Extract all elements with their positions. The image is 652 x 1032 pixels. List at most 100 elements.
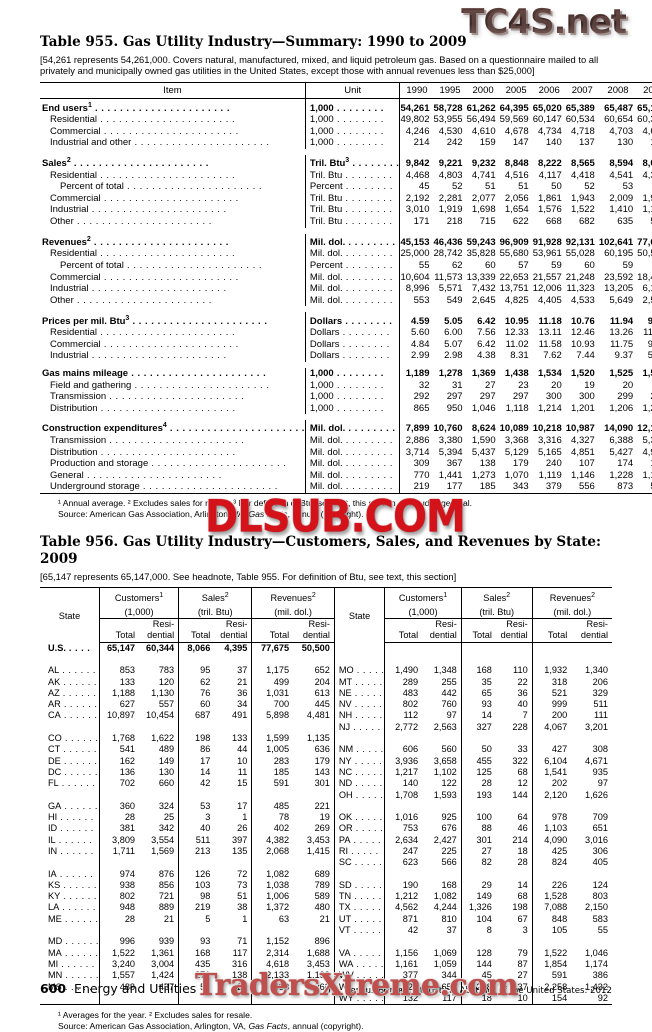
row-value: 1,919: [438, 204, 463, 216]
row-value: [571, 869, 612, 880]
row-value: 6,171: [642, 283, 652, 295]
row-value: 59: [622, 260, 634, 271]
table-row: SC . . . . . 623 566 82 28 824 405: [40, 857, 612, 869]
row-value: 8,848: [504, 158, 529, 170]
row-value: 1,326: [460, 902, 496, 914]
row-value: 2.99: [399, 350, 434, 362]
row-value: 7.62: [543, 350, 562, 362]
row-state-label: PA . . . . .: [333, 834, 385, 846]
row-value: 4.59: [399, 312, 434, 328]
row-state-label: [40, 857, 99, 868]
row-value: 62: [178, 676, 215, 688]
row-value: 427: [531, 744, 572, 756]
sub-head-total-c-left: Total: [98, 618, 140, 643]
row-value: 200: [531, 710, 572, 722]
row-value: 591: [251, 778, 294, 790]
row-value: 190: [384, 879, 423, 892]
table-956-footnote-line: ¹ Averages for the year. ² Excludes sale…: [58, 1009, 253, 1020]
row-state-label: IL . . . . . .: [48, 834, 93, 845]
row-unit-label: Percent . . . . . . . .: [304, 181, 400, 193]
row-value: [531, 936, 572, 948]
row-value: 168: [460, 665, 496, 677]
row-value: 76: [178, 687, 215, 700]
row-value: 55,680: [499, 248, 529, 260]
row-value: 60,344: [146, 642, 175, 653]
row-value: 37: [237, 665, 248, 676]
row-value: [384, 733, 423, 745]
row-value: 4,618: [251, 958, 294, 971]
row-unit-label: 1,000 . . . . . . . .: [304, 379, 400, 392]
row-value: 8,050: [642, 158, 652, 170]
row-value: 3,004: [151, 958, 175, 969]
grp-head-sales-left: Sales2: [178, 587, 252, 605]
row-value: [139, 925, 179, 936]
row-value: 8,565: [571, 158, 595, 170]
row-value: 1,593: [433, 789, 457, 800]
row-value: 4,825: [504, 294, 529, 306]
row-value: 541: [98, 744, 140, 756]
row-value: [214, 925, 251, 936]
row-value: 1,526: [642, 367, 652, 379]
table-row: Commercial . . . . . . . . . . . . . . .…: [40, 271, 652, 284]
row-state-label: ME . . . . . .: [48, 913, 99, 924]
row-value: 3,658: [433, 755, 457, 766]
row-value: 442: [441, 687, 457, 698]
row-value: 342: [158, 823, 175, 834]
row-value: 87: [517, 958, 528, 969]
row-value: 10.95: [504, 315, 529, 327]
row-value: 53: [622, 181, 634, 193]
row-value: 63: [251, 913, 294, 926]
row-value: 1,174: [585, 958, 608, 969]
table-row: Transmission . . . . . . . . . . . . . .…: [40, 435, 652, 447]
row-unit-label: 1,000 . . . . . . . .: [304, 125, 400, 138]
row-value: 45: [460, 970, 496, 982]
row-value: [178, 653, 215, 666]
row-item-label: Other . . . . . . . . . . . . . . . . . …: [50, 216, 212, 228]
row-value: 7,899: [399, 420, 434, 436]
row-value: 324: [158, 800, 175, 811]
row-value: 3,016: [585, 834, 608, 845]
row-value: 4,851: [571, 446, 595, 458]
sub-head-total-s-left: Total: [178, 618, 215, 643]
row-value: [98, 925, 140, 937]
row-value: 4,562: [384, 902, 423, 914]
table-955-body: End users1 . . . . . . . . . . . . . . .…: [40, 98, 652, 495]
row-value: 848: [531, 913, 572, 926]
row-value: 51: [237, 891, 248, 902]
row-value: 64,395: [499, 102, 529, 114]
row-value: 1,441: [438, 469, 463, 481]
row-state-label: [333, 936, 385, 948]
row-value: 12: [517, 778, 528, 789]
row-unit-label: 1,000 . . . . . . . .: [304, 98, 400, 115]
row-item-label: End users1 . . . . . . . . . . . . . . .…: [42, 101, 230, 114]
row-value: 4,418: [571, 169, 595, 181]
row-value: 935: [592, 766, 608, 777]
row-value: 52: [584, 181, 595, 193]
row-value: 435: [178, 958, 215, 971]
table-row: Commercial . . . . . . . . . . . . . . .…: [40, 192, 652, 205]
row-value: 802: [384, 699, 423, 711]
row-value: 105: [531, 925, 572, 937]
row-value: [496, 733, 532, 744]
col-head-2008: 2008: [598, 81, 638, 100]
row-value: 1,118: [505, 402, 529, 414]
row-state-label: ND . . . . .: [333, 778, 385, 790]
row-value: 676: [441, 823, 457, 834]
row-value: 136: [98, 766, 140, 779]
row-value: 21,248: [565, 271, 595, 283]
table-955-header-row: Item Unit 1990 1995 2000 2005 2006 2007 …: [40, 81, 652, 100]
row-value: 120: [158, 676, 175, 687]
row-value: 10,218: [532, 423, 562, 435]
table-row: MS . . . . . . 488 437 52 24 493 263 WI . . . .…: [40, 981, 612, 993]
row-state-label: FL . . . . . .: [48, 778, 96, 789]
col-head-unit: Unit: [304, 81, 400, 100]
row-value: 2,427: [433, 834, 457, 845]
row-value: [422, 801, 461, 812]
row-state-label: AZ . . . . . .: [48, 687, 97, 698]
row-value: 557: [158, 699, 175, 710]
row-value: 97: [597, 778, 608, 789]
row-unit-label: Mil. dol. . . . . . . . .: [304, 233, 400, 249]
row-value: 978: [531, 812, 572, 824]
row-value: [251, 857, 294, 869]
row-item-label: Revenues2 . . . . . . . . . . . . . . . …: [42, 235, 229, 248]
